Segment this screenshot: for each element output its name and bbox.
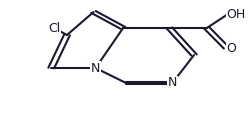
Text: N: N — [91, 62, 100, 74]
Text: O: O — [226, 42, 236, 55]
Text: Cl: Cl — [48, 22, 60, 35]
Text: N: N — [168, 77, 177, 89]
Text: OH: OH — [226, 8, 246, 22]
